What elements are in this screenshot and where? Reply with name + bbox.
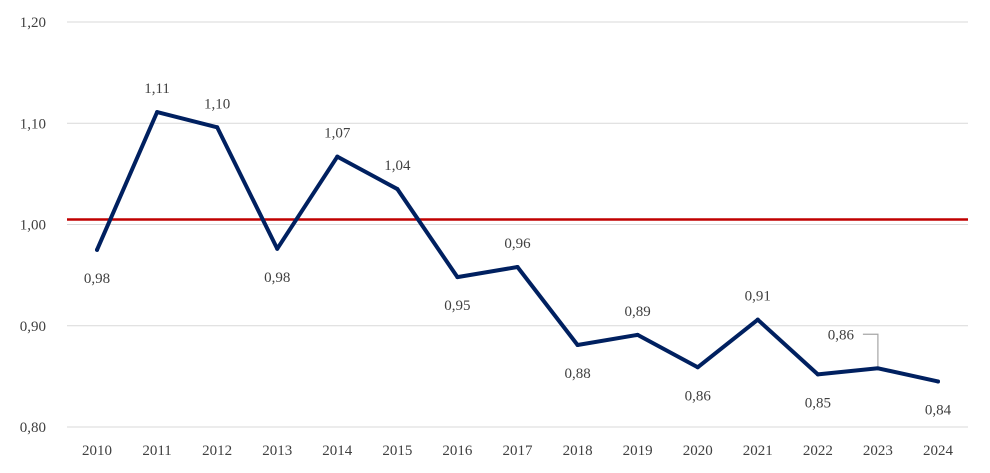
y-tick-label: 0,90 [20, 319, 46, 335]
y-axis-tick-labels: 0,80 0,90 1,00 1,10 1,20 [20, 15, 46, 436]
x-tick-label: 2021 [743, 443, 773, 459]
data-label: 1,11 [144, 81, 170, 97]
data-label: 0,84 [925, 402, 952, 418]
x-tick-label: 2020 [683, 443, 713, 459]
series-group [95, 110, 940, 384]
data-label: 0,85 [805, 395, 831, 411]
x-tick-label: 2024 [923, 443, 954, 459]
data-label: 1,10 [204, 96, 230, 112]
x-tick-label: 2010 [82, 443, 112, 459]
x-tick-label: 2022 [803, 443, 833, 459]
data-label: 0,98 [264, 270, 290, 286]
x-axis-tick-labels: 2010 2011 2012 2013 2014 2015 2016 2017 2018 2019… [82, 443, 953, 459]
data-label: 0,86 [828, 327, 855, 343]
data-point [875, 366, 880, 371]
data-point [755, 317, 760, 322]
data-point [515, 265, 520, 270]
gridlines [67, 21, 968, 428]
data-point [935, 379, 940, 384]
data-label: 0,89 [625, 304, 651, 320]
y-tick-label: 1,10 [20, 116, 46, 132]
data-point [155, 110, 160, 115]
data-label: 0,88 [564, 366, 590, 382]
x-tick-label: 2014 [322, 443, 353, 459]
x-tick-label: 2016 [442, 443, 473, 459]
x-tick-label: 2015 [382, 443, 412, 459]
data-point [695, 365, 700, 370]
y-tick-label: 1,00 [20, 218, 46, 234]
data-point [575, 342, 580, 347]
data-point [455, 275, 460, 280]
data-label: 1,04 [384, 158, 411, 174]
data-point [395, 187, 400, 192]
data-label: 1,07 [324, 126, 351, 142]
data-label: 0,95 [444, 298, 470, 314]
data-point [815, 372, 820, 377]
y-tick-label: 0,80 [20, 420, 46, 436]
x-tick-label: 2013 [262, 443, 292, 459]
x-tick-label: 2012 [202, 443, 232, 459]
data-label: 0,96 [504, 236, 531, 252]
data-label: 0,91 [745, 289, 771, 305]
x-tick-label: 2019 [623, 443, 653, 459]
data-point [335, 154, 340, 159]
x-tick-label: 2017 [503, 443, 534, 459]
x-tick-label: 2011 [142, 443, 171, 459]
x-tick-label: 2023 [863, 443, 893, 459]
data-point [275, 246, 280, 251]
data-point [95, 247, 100, 252]
y-tick-label: 1,20 [20, 15, 46, 31]
data-point [635, 332, 640, 337]
data-point [215, 125, 220, 130]
data-label: 0,86 [685, 388, 712, 404]
data-label-leader [862, 333, 879, 367]
data-labels: 0,98 1,11 1,10 0,98 1,07 1,04 0,95 0,96 0,88 0,89… [84, 81, 952, 418]
data-label: 0,98 [84, 271, 110, 287]
x-tick-label: 2018 [563, 443, 593, 459]
